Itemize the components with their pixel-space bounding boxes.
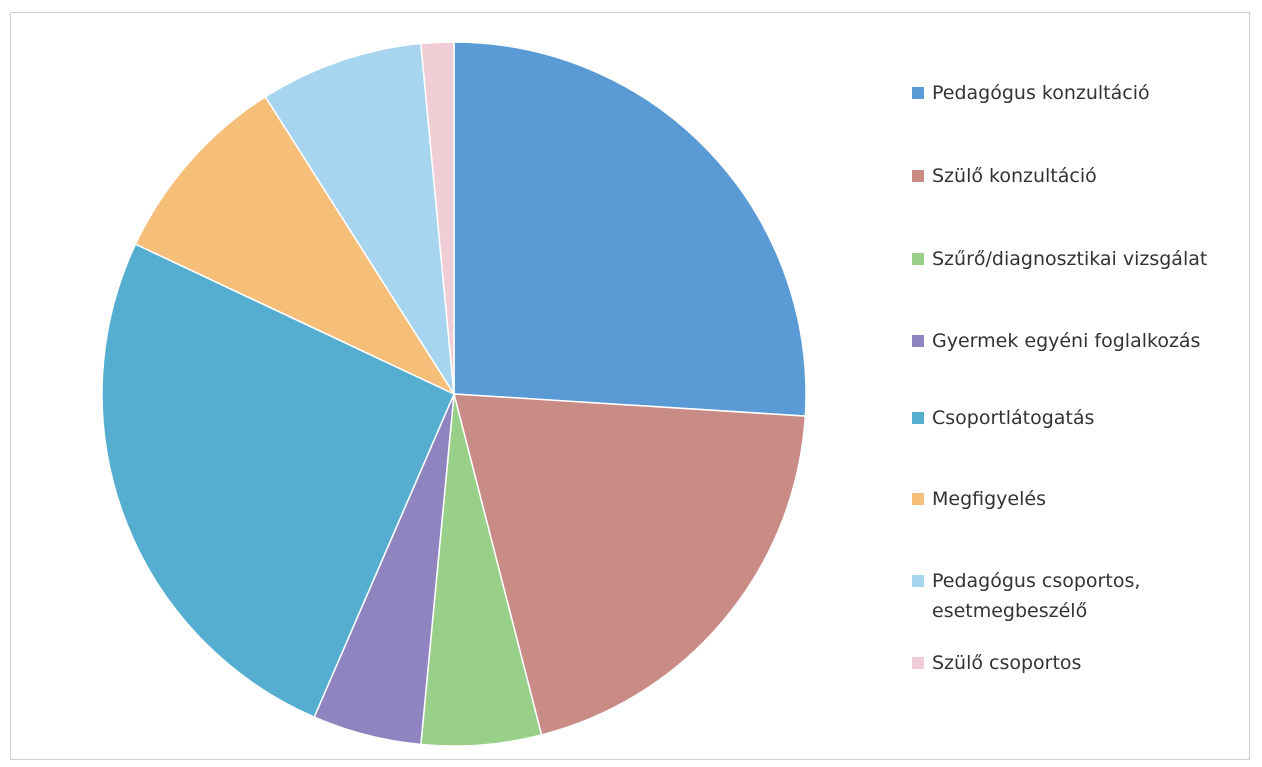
legend-item-szuro-diagnosztikai-vizsgalat: Szűrő/diagnosztikai vizsgálat	[912, 244, 1242, 274]
pie-slice-7	[420, 41, 455, 395]
legend-label: Csoportlátogatás	[932, 407, 1095, 429]
legend-swatch	[912, 87, 924, 99]
pie-slice-1	[453, 393, 807, 736]
legend-swatch	[912, 575, 924, 587]
pie-slice-0	[453, 41, 807, 417]
legend-item-szulo-csoportos: Szülő csoportos	[912, 648, 1242, 678]
legend-label: Szűrő/diagnosztikai vizsgálat	[932, 248, 1208, 270]
legend-swatch	[912, 170, 924, 182]
pie-slice-6	[264, 42, 455, 395]
pie-slice-4	[101, 243, 455, 719]
legend-swatch	[912, 412, 924, 424]
legend-label: Megfigyelés	[932, 488, 1046, 510]
legend-item-megfigyeles: Megfigyelés	[912, 484, 1242, 514]
legend-item-pedagogus-konzultacio: Pedagógus konzultáció	[912, 78, 1242, 108]
legend-label: Szülő csoportos	[932, 652, 1082, 674]
legend-label: Pedagógus konzultáció	[932, 82, 1150, 104]
legend-swatch	[912, 253, 924, 265]
legend-label: Gyermek egyéni foglalkozás	[932, 330, 1201, 352]
legend-item-pedagogus-csoportos: Pedagógus csoportos, esetmegbeszélő	[912, 566, 1242, 626]
legend-swatch	[912, 335, 924, 347]
legend-item-csoportlatogatas: Csoportlátogatás	[912, 403, 1242, 433]
pie-slice-5	[134, 95, 457, 396]
legend-swatch	[912, 493, 924, 505]
legend-item-gyermek-egyeni-foglalkozas: Gyermek egyéni foglalkozás	[912, 326, 1242, 356]
legend-label: Pedagógus csoportos, esetmegbeszélő	[932, 570, 1141, 622]
legend-swatch	[912, 657, 924, 669]
legend-label: Szülő konzultáció	[932, 165, 1097, 187]
legend-item-szulo-konzultacio: Szülő konzultáció	[912, 161, 1242, 191]
